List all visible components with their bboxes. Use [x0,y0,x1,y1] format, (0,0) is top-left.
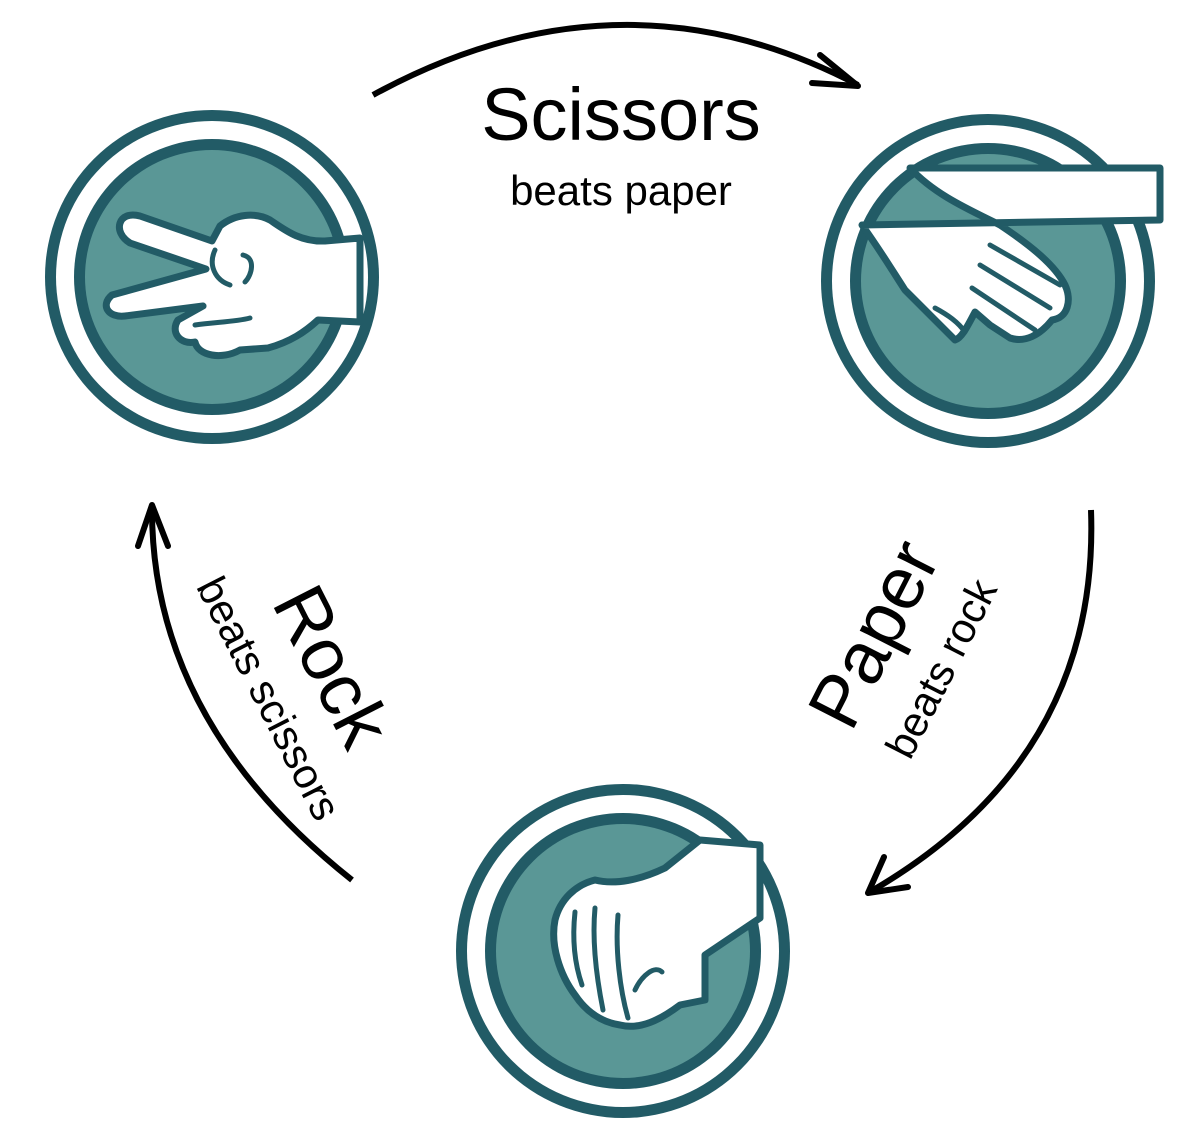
node-rock [456,784,790,1118]
node-scissors [45,110,379,444]
edge-label-paper: Paper beats rock [792,527,1007,765]
edge-subtitle-scissors: beats paper [510,167,732,214]
scissors-hand-icon [102,211,364,360]
arrow-paper-to-rock [865,509,1095,896]
arrow-rock-to-scissors [135,502,354,883]
edge-label-rock: Rock beats scissors [188,569,408,827]
arrow-scissors-to-paper [371,21,861,98]
edge-label-scissors: Scissors beats paper [481,73,761,214]
node-paper [821,114,1164,448]
edge-title-scissors: Scissors [481,73,761,156]
paper-hand-icon [858,164,1164,344]
rock-hand-icon [550,836,764,1030]
